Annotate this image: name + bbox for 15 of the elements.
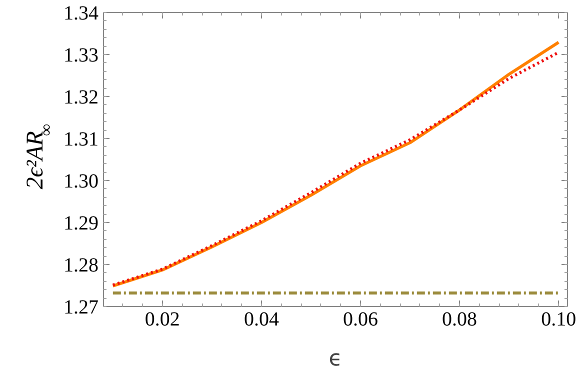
y-tick-label: 1.30 bbox=[64, 170, 98, 192]
x-tick-label: 0.06 bbox=[343, 308, 378, 330]
y-tick-label: 1.28 bbox=[64, 254, 98, 276]
x-tick-label: 0.10 bbox=[541, 308, 576, 330]
x-tick-label: 0.08 bbox=[442, 308, 478, 330]
y-tick-label: 1.34 bbox=[64, 2, 98, 24]
y-tick-label: 1.31 bbox=[64, 128, 98, 150]
y-axis-title: 2ϵ²AR∞ bbox=[22, 124, 56, 190]
y-tick-label: 1.32 bbox=[64, 86, 98, 108]
x-tick-label: 0.04 bbox=[244, 308, 279, 330]
y-tick-label: 1.33 bbox=[64, 44, 98, 66]
x-axis-title: ϵ bbox=[328, 346, 342, 372]
x-tick-label: 0.02 bbox=[144, 308, 180, 330]
y-tick-label: 1.29 bbox=[64, 212, 98, 234]
y-tick-label: 1.27 bbox=[64, 296, 98, 318]
